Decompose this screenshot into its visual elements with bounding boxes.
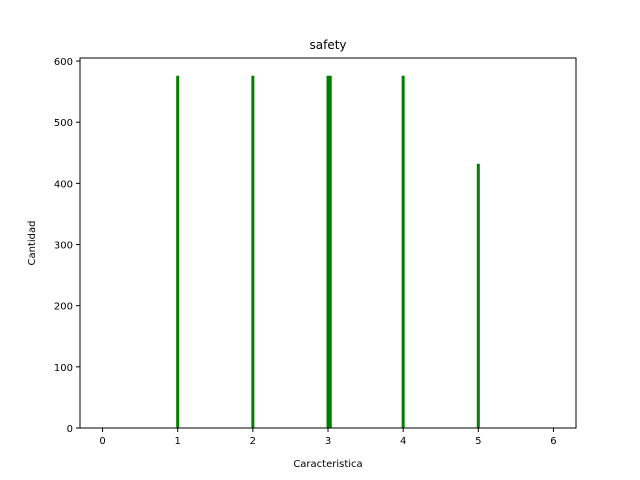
- x-tick-label: 3: [325, 436, 331, 447]
- bar: [326, 75, 330, 429]
- x-tick-label: 0: [99, 436, 105, 447]
- x-tick-label: 6: [550, 436, 556, 447]
- x-tick-label: 2: [250, 436, 256, 447]
- y-tick-label: 200: [54, 302, 73, 313]
- bar: [328, 75, 332, 429]
- bar: [251, 75, 255, 429]
- chart-title: safety: [309, 38, 346, 52]
- bar: [176, 75, 180, 429]
- x-axis-label: Caracteristica: [293, 459, 362, 470]
- y-tick-label: 600: [54, 57, 73, 68]
- x-tick-label: 4: [400, 436, 406, 447]
- y-axis-ticks: 0 100 200 300 400 500 600: [54, 57, 80, 435]
- y-tick-label: 500: [54, 118, 73, 129]
- y-axis-label: Cantidad: [27, 221, 38, 266]
- y-tick-label: 100: [54, 363, 73, 374]
- x-tick-label: 1: [175, 436, 181, 447]
- x-tick-label: 5: [475, 436, 481, 447]
- y-tick-label: 300: [54, 241, 73, 252]
- x-axis-ticks: 0 1 2 3 4 5 6: [99, 428, 557, 447]
- bar: [476, 163, 480, 429]
- y-tick-label: 0: [67, 424, 73, 435]
- y-tick-label: 400: [54, 179, 73, 190]
- bars: [176, 75, 480, 429]
- bar: [401, 75, 405, 429]
